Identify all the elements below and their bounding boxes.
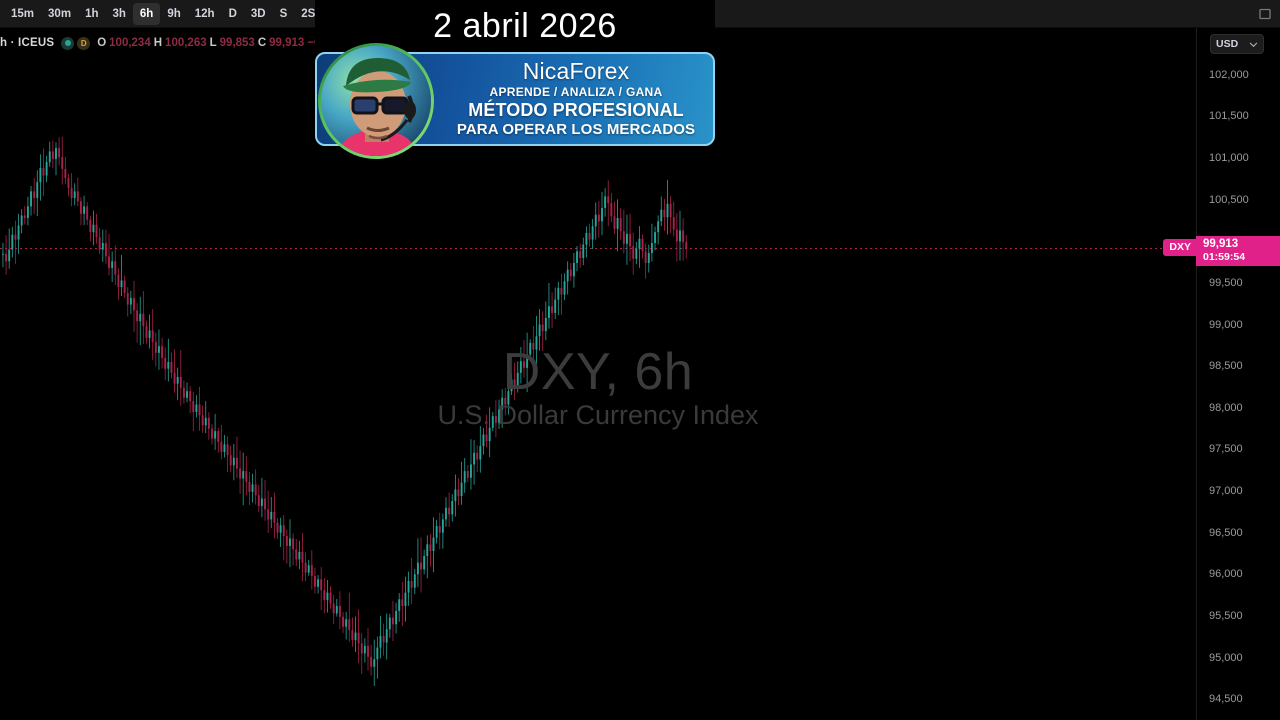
price-tick: 95,500 (1209, 609, 1243, 622)
timeframe-12h[interactable]: 12h (194, 7, 215, 20)
close-label: C (257, 37, 267, 49)
candlestick-series (0, 136, 1196, 687)
chevron-down-icon (1249, 42, 1258, 47)
timeframe-9h[interactable]: 9h (167, 7, 181, 20)
price-tick: 94,500 (1209, 693, 1243, 706)
open-label: O (97, 37, 107, 49)
bar-countdown: 01:59:54 (1203, 251, 1246, 264)
current-price-tag[interactable]: 99,913 01:59:54 (1196, 235, 1280, 266)
price-tick: 95,000 (1209, 651, 1243, 664)
timeframe-3h[interactable]: 3h (112, 7, 126, 20)
price-tick: 97,500 (1209, 443, 1243, 456)
price-scale[interactable]: USD 102,000101,500101,000100,500100,0009… (1163, 28, 1280, 720)
timeframe-15m[interactable]: 15m (11, 7, 35, 20)
high-label: H (153, 37, 163, 49)
timeframe-1h[interactable]: 1h (85, 7, 99, 20)
fullscreen-icon[interactable] (1255, 4, 1275, 24)
price-tick: 97,000 (1209, 485, 1243, 498)
brand-line-1: MÉTODO PROFESIONAL (468, 100, 684, 120)
open-value: 100,234 (109, 37, 151, 49)
price-tick: 98,500 (1209, 360, 1243, 373)
low-label: L (209, 37, 217, 49)
price-tick: 101,000 (1209, 152, 1249, 165)
timeframe-D[interactable]: D (228, 7, 237, 20)
price-tick: 99,000 (1209, 318, 1243, 331)
high-value: 100,263 (165, 37, 207, 49)
brand-text-block: NicaForex APRENDE / ANALIZA / GANA MÉTOD… (437, 54, 713, 144)
symbol-info-bar: h · ICEUS D O 100,234 H 100,263 L 99,853… (0, 33, 363, 53)
brand-name: NicaForex (522, 58, 630, 84)
timeframe-list: 15m30m1h3h6h9h12hD3DS2SM (0, 0, 346, 28)
presenter-avatar (318, 43, 434, 159)
price-tick: 100,500 (1209, 193, 1249, 206)
overlay-date: 2 abril 2026 (433, 7, 617, 45)
chart-plot-area[interactable]: DXY, 6h U.S. Dollar Currency Index (0, 54, 1196, 720)
timeframe-3D[interactable]: 3D (250, 7, 266, 20)
symbol-name[interactable]: h · ICEUS (0, 37, 55, 49)
price-tick: 101,500 (1209, 110, 1249, 123)
timeframe-30m[interactable]: 30m (48, 7, 72, 20)
low-value: 99,853 (219, 37, 255, 49)
price-tag-symbol: DXY (1163, 238, 1196, 256)
price-tick: 96,000 (1209, 568, 1243, 581)
current-price-value: 99,913 (1203, 238, 1239, 251)
timeframe-6h[interactable]: 6h (132, 2, 161, 25)
currency-selector[interactable]: USD (1210, 34, 1264, 54)
market-open-icon (61, 36, 75, 50)
symbol-status-dots: D (61, 36, 91, 50)
timeframe-2S[interactable]: 2S (301, 7, 316, 20)
brand-tagline: APRENDE / ANALIZA / GANA (489, 85, 663, 99)
close-value: 99,913 (269, 37, 305, 49)
data-delayed-icon: D (77, 36, 91, 50)
price-tick: 96,500 (1209, 526, 1243, 539)
price-tick: 102,000 (1209, 68, 1249, 81)
avatar-image (321, 46, 431, 156)
brand-line-2: PARA OPERAR LOS MERCADOS (456, 121, 696, 138)
currency-label: USD (1216, 38, 1239, 50)
branding-overlay: 2 abril 2026 NicaForex APRENDE / ANALIZA… (315, 0, 715, 159)
timeframe-S[interactable]: S (279, 7, 288, 20)
price-tick: 99,500 (1209, 276, 1243, 289)
price-tick: 98,000 (1209, 401, 1243, 414)
